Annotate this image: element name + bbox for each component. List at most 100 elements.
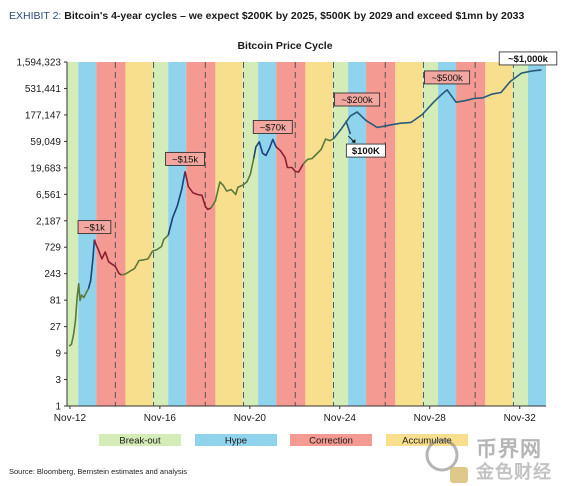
price-series-segment-5 xyxy=(184,171,212,211)
band-breakout xyxy=(152,62,169,406)
y-tick-label: 59,049 xyxy=(30,137,61,148)
callout-box xyxy=(165,151,205,166)
callout-arrowhead xyxy=(351,139,356,144)
callout-box xyxy=(77,220,112,235)
band-hype xyxy=(258,62,277,406)
watermark: 币界网 金色财经 xyxy=(422,433,570,486)
price-lines xyxy=(68,69,542,347)
price-series-segment-2 xyxy=(93,239,122,276)
exhibit-headline: Bitcoin's 4-year cycles – we expect $200… xyxy=(64,10,525,22)
legend: Break-out Hype Correction Accumulate xyxy=(99,434,468,447)
band-breakout xyxy=(242,62,259,406)
price-callouts: ~$1k ~$15k ~$70k ~$200k $100K ~$500k ~$1,000k xyxy=(77,51,558,235)
price-series-segment-1 xyxy=(87,239,96,290)
band-hype xyxy=(528,62,546,406)
y-tick-label: 9 xyxy=(55,349,61,360)
band-correction xyxy=(276,62,306,406)
exhibit-label: EXHIBIT 2: xyxy=(9,10,62,22)
y-tick-label: 81 xyxy=(50,296,62,307)
price-series-segment-8 xyxy=(275,146,304,173)
legend-label: Correction xyxy=(309,436,353,447)
callout-label: ~$1,000k xyxy=(508,54,549,65)
legend-label: Break-out xyxy=(119,436,161,447)
legend-item-breakout: Break-out xyxy=(99,434,181,447)
callout-box xyxy=(424,70,471,85)
price-series-segment-9 xyxy=(302,138,334,165)
watermark-line1: 币界网 xyxy=(476,438,542,461)
price-callout: ~$1,000k xyxy=(498,51,558,66)
price-series-segment-7 xyxy=(252,138,277,159)
band-breakout xyxy=(332,62,349,406)
legend-label: Accumulate xyxy=(402,436,452,447)
chart-title: Bitcoin Price Cycle xyxy=(237,40,333,52)
band-accumulate xyxy=(485,62,513,406)
watermark-line2: 金色财经 xyxy=(476,462,552,482)
price-callout: ~$200k xyxy=(334,92,381,107)
band-accumulate xyxy=(215,62,243,406)
band-hype xyxy=(438,62,457,406)
band-hype xyxy=(348,62,367,406)
price-series-segment-10 xyxy=(332,69,542,140)
y-tick-label: 1,594,323 xyxy=(17,58,62,69)
legend-item-accumulate: Accumulate xyxy=(386,434,468,447)
y-tick-label: 243 xyxy=(44,269,61,280)
exhibit-title: EXHIBIT 2: Bitcoin's 4-year cycles – we … xyxy=(9,10,524,22)
legend-item-correction: Correction xyxy=(290,434,372,447)
price-series-segment-3 xyxy=(120,234,169,276)
callout-label: ~$200k xyxy=(341,95,373,106)
y-tick-label: 27 xyxy=(50,322,62,333)
band-accumulate xyxy=(395,62,423,406)
callout-label: ~$70k xyxy=(260,122,286,133)
band-breakout xyxy=(422,62,439,406)
price-series-segment-4 xyxy=(167,171,186,236)
band-accumulate xyxy=(305,62,333,406)
phase-bands xyxy=(67,62,546,406)
watermark-coin-icon xyxy=(425,438,468,483)
legend-item-hype: Hype xyxy=(195,434,277,447)
y-tick-label: 177,147 xyxy=(25,110,62,121)
callout-box xyxy=(334,92,381,107)
legend-label: Hype xyxy=(225,436,247,447)
price-series-segment-0 xyxy=(68,283,90,347)
price-callout: ~$1k xyxy=(77,220,112,235)
callout-label: ~$500k xyxy=(431,73,463,84)
band-correction xyxy=(186,62,216,406)
y-tick-label: 19,683 xyxy=(30,163,61,174)
band-accumulate xyxy=(125,62,153,406)
x-tick-label: Nov-24 xyxy=(324,413,357,424)
cycle-dividers xyxy=(114,62,514,406)
price-callout: $100K xyxy=(345,135,386,158)
price-callout: ~$500k xyxy=(424,70,471,85)
band-correction xyxy=(366,62,396,406)
callout-box xyxy=(252,120,293,134)
x-tick-label: Nov-32 xyxy=(504,413,537,424)
y-tick-label: 729 xyxy=(44,243,61,254)
x-tick-label: Nov-20 xyxy=(234,413,267,424)
x-tick-label: Nov-28 xyxy=(414,413,447,424)
band-breakout xyxy=(67,62,79,406)
price-callout: ~$15k xyxy=(165,151,205,166)
callout-box xyxy=(345,143,386,158)
band-breakout xyxy=(512,62,529,406)
y-tick-label: 531,441 xyxy=(25,84,62,95)
price-series-segment-11 xyxy=(345,120,352,135)
y-tick-label: 6,561 xyxy=(36,190,61,201)
x-tick-label: Nov-12 xyxy=(54,413,87,424)
callout-label: ~$15k xyxy=(172,154,198,165)
y-tick-label: 3 xyxy=(55,375,61,386)
y-tick-label: 1 xyxy=(55,402,61,413)
legend-swatch xyxy=(386,434,468,446)
axes: 1 3 9 27 81 243 729 2,187 6,561 19,683 59,049 177,1… xyxy=(17,58,546,424)
legend-swatch xyxy=(99,434,181,446)
callout-label: $100K xyxy=(352,146,380,157)
source-note: Source: Bloomberg, Bernstein estimates a… xyxy=(9,467,188,476)
band-correction xyxy=(456,62,486,406)
band-hype xyxy=(168,62,187,406)
price-series-segment-6 xyxy=(210,158,255,209)
price-callout: ~$70k xyxy=(252,120,293,134)
legend-swatch xyxy=(195,434,277,446)
callout-box xyxy=(498,51,558,66)
callout-label: ~$1k xyxy=(84,223,105,234)
y-tick-label: 2,187 xyxy=(36,216,61,227)
